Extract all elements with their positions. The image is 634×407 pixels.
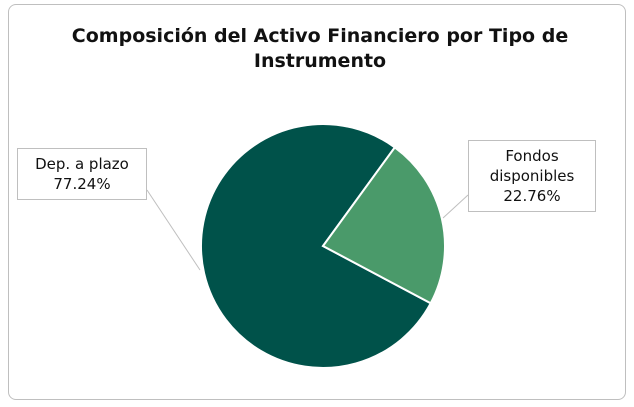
- value-label: 22.76%: [503, 187, 561, 205]
- leader-line: [442, 194, 469, 219]
- data-label: Dep. a plazo 77.24%: [17, 148, 147, 200]
- category-label: Fondos disponibles: [489, 147, 575, 185]
- leader-line: [146, 189, 201, 271]
- pie-slice: [200, 123, 433, 369]
- value-label: 77.24%: [53, 175, 111, 193]
- pie-slice: [321, 145, 446, 305]
- chart-title: Composición del Activo Financiero por Ti…: [71, 25, 569, 72]
- data-label: Fondos disponibles 22.76%: [468, 140, 596, 212]
- category-label: Dep. a plazo: [35, 155, 129, 173]
- chart-frame: [8, 4, 626, 400]
